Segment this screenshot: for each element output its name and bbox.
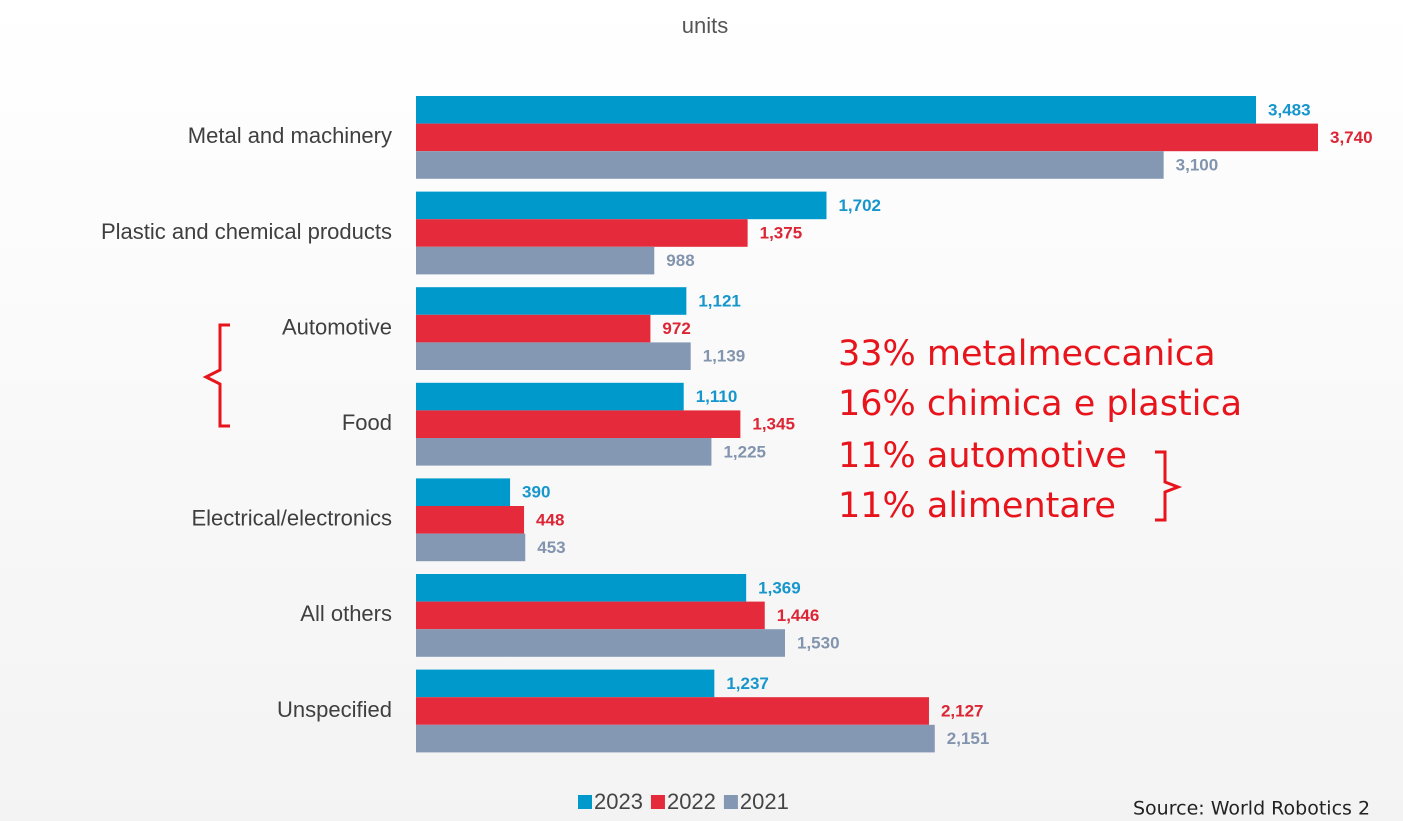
data-label: 1,237 xyxy=(726,674,769,693)
bar xyxy=(416,478,511,506)
y-tick-label: Plastic and chemical products xyxy=(101,219,392,244)
bar xyxy=(416,533,526,562)
bar xyxy=(416,96,1257,124)
bar xyxy=(416,438,712,466)
data-label: 3,100 xyxy=(1176,155,1219,174)
bar xyxy=(416,382,684,411)
bar xyxy=(416,246,655,275)
data-label: 1,375 xyxy=(760,223,803,242)
data-label: 1,225 xyxy=(723,442,766,461)
bar xyxy=(416,601,765,630)
legend-swatch xyxy=(578,795,592,809)
y-tick-label: Unspecified xyxy=(277,697,392,722)
bar xyxy=(416,191,827,220)
data-label: 390 xyxy=(522,483,550,502)
chart-title: units xyxy=(682,13,728,38)
bar xyxy=(416,410,741,438)
y-tick-label: Food xyxy=(342,410,392,435)
bar xyxy=(416,669,715,698)
bracket xyxy=(202,323,230,428)
y-tick-label: Electrical/electronics xyxy=(191,506,392,531)
data-label: 1,139 xyxy=(703,347,746,366)
legend-label: 2022 xyxy=(667,789,716,814)
legend-swatch xyxy=(723,795,738,809)
bar xyxy=(416,314,651,343)
data-label: 2,151 xyxy=(947,729,990,748)
data-label: 1,530 xyxy=(797,633,840,652)
data-label: 1,110 xyxy=(696,387,738,406)
bar xyxy=(416,506,525,534)
annotation: 33% metalmeccanica xyxy=(838,334,1216,374)
annotation: 16% chimica e plastica xyxy=(838,384,1242,424)
legend-label: 2021 xyxy=(740,789,789,814)
bar xyxy=(416,123,1318,152)
bar xyxy=(416,629,785,657)
data-label: 1,702 xyxy=(838,196,881,215)
bracket xyxy=(1155,450,1183,522)
data-label: 1,369 xyxy=(758,578,801,597)
bar xyxy=(416,697,929,725)
data-label: 1,446 xyxy=(777,606,820,625)
bar xyxy=(416,287,687,315)
data-label: 988 xyxy=(666,251,694,270)
legend-swatch xyxy=(650,795,665,809)
y-tick-label: All others xyxy=(300,601,392,626)
annotation: 11% automotive xyxy=(838,436,1127,476)
data-label: 3,740 xyxy=(1330,128,1373,147)
y-tick-label: Metal and machinery xyxy=(188,123,392,148)
bar xyxy=(416,219,748,247)
bar xyxy=(416,724,935,753)
bar xyxy=(416,574,747,602)
y-tick-label: Automotive xyxy=(282,314,392,339)
annotation: 11% alimentare xyxy=(838,486,1116,526)
bar xyxy=(416,151,1164,179)
source: Source: World Robotics 2 xyxy=(1133,798,1370,820)
bar xyxy=(416,342,691,370)
data-label: 1,345 xyxy=(752,415,795,434)
data-label: 972 xyxy=(662,319,690,338)
data-label: 453 xyxy=(537,538,565,557)
data-label: 2,127 xyxy=(941,701,984,720)
data-label: 3,483 xyxy=(1268,100,1311,119)
legend-label: 2023 xyxy=(594,789,643,814)
data-label: 1,121 xyxy=(698,291,741,310)
data-label: 448 xyxy=(536,510,564,529)
